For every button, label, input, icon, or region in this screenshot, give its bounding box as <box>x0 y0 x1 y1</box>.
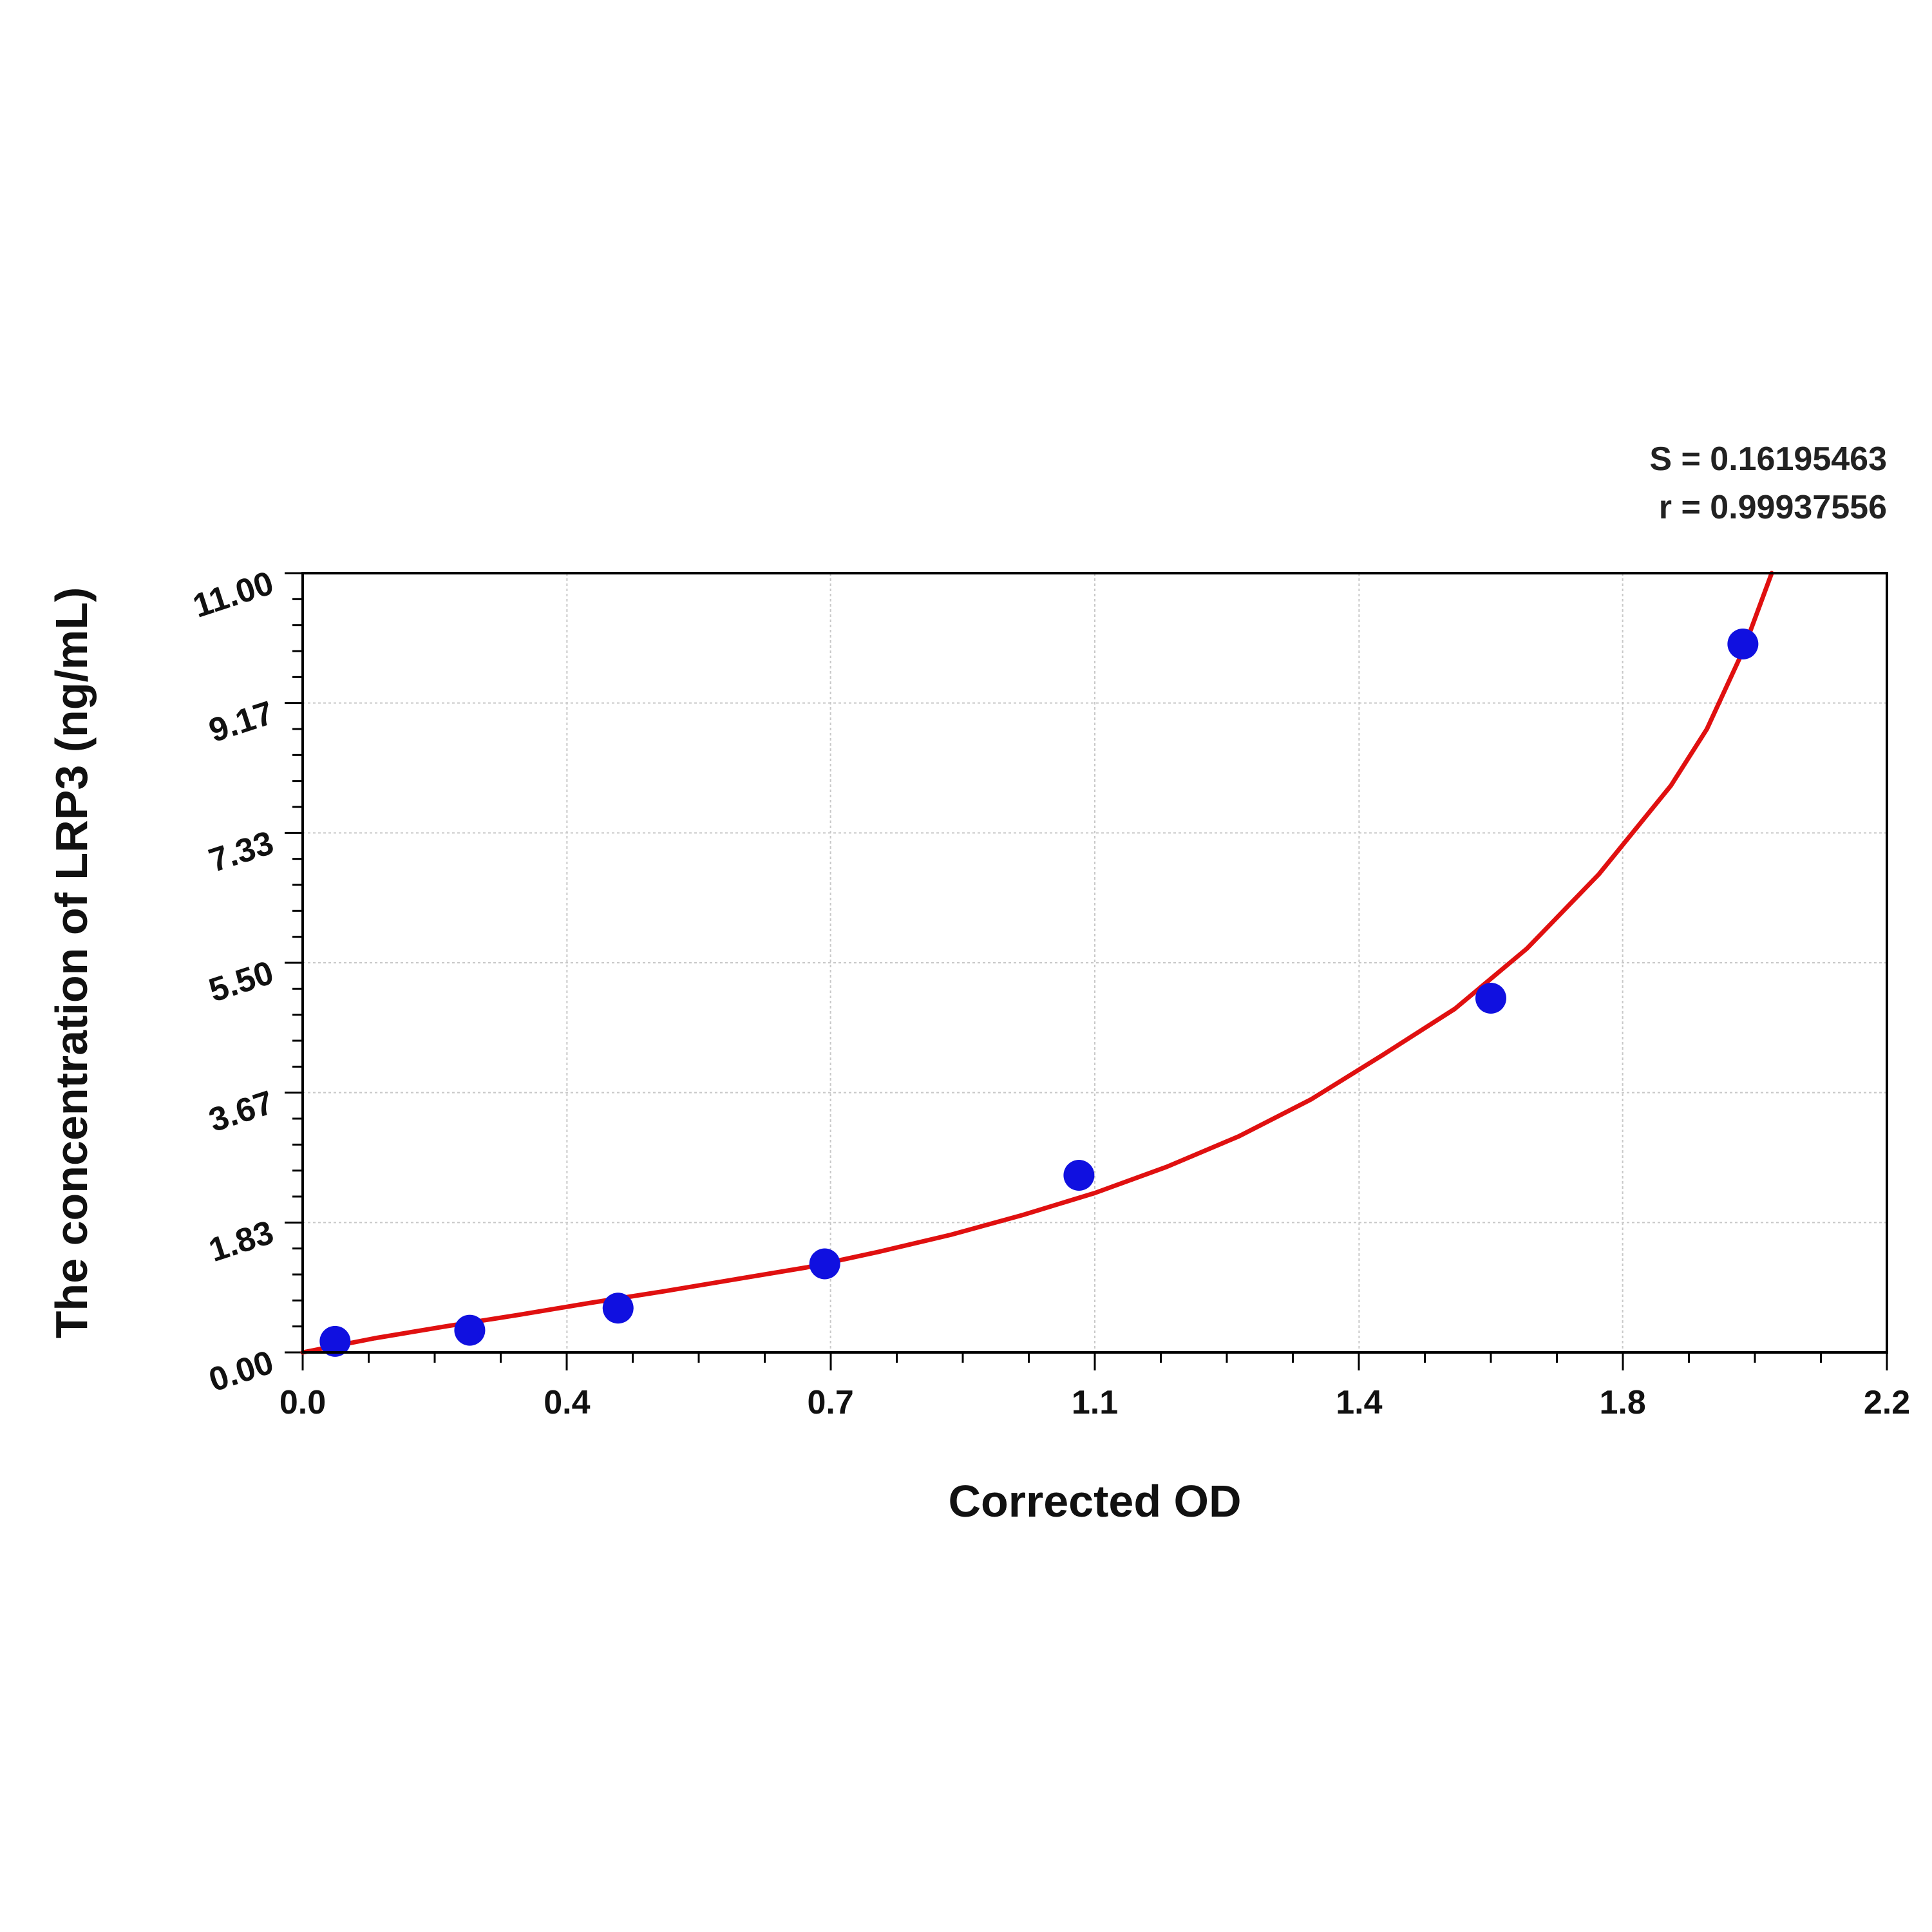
data-point <box>319 1325 351 1357</box>
plot-frame <box>301 572 1888 1354</box>
y-tick-label: 7.33 <box>205 824 278 880</box>
stats-s: S = 0.16195463 <box>1649 440 1887 478</box>
grid <box>303 573 1887 1352</box>
x-tick-label: 0.7 <box>807 1384 853 1421</box>
data-point <box>602 1293 634 1324</box>
data-points <box>319 629 1759 1357</box>
x-tick-label: 1.4 <box>1336 1384 1382 1421</box>
y-tick-label: 9.17 <box>205 694 278 750</box>
data-point <box>1063 1160 1095 1191</box>
y-axis-ticks: 0.00 1.83 3.67 5.50 7.33 9.17 11.00 <box>189 564 278 1399</box>
data-point <box>809 1248 840 1280</box>
x-tick-label: 2.2 <box>1864 1384 1910 1421</box>
stats-r: r = 0.99937556 <box>1659 489 1887 526</box>
x-tick-label: 0.4 <box>544 1384 590 1421</box>
x-tick-label: 1.1 <box>1072 1384 1118 1421</box>
fitted-curve <box>300 571 1774 1355</box>
data-point <box>1475 983 1506 1014</box>
y-axis-title: The concentration of LRP3 (ng/mL) <box>46 587 97 1339</box>
x-tick-label: 1.8 <box>1599 1384 1645 1421</box>
y-tick-label: 0.00 <box>205 1343 278 1399</box>
data-point <box>1727 629 1759 659</box>
y-tick-label: 3.67 <box>205 1084 278 1139</box>
y-tick-label: 1.83 <box>205 1214 278 1269</box>
minor-ticks <box>285 572 1888 1370</box>
y-tick-label: 5.50 <box>205 954 278 1009</box>
x-axis-ticks: 0.0 0.4 0.7 1.1 1.4 1.8 2.2 <box>279 1384 1910 1421</box>
x-axis-title: Corrected OD <box>948 1476 1241 1526</box>
y-tick-label: 11.00 <box>189 564 278 625</box>
x-tick-label: 0.0 <box>279 1384 326 1421</box>
data-point <box>454 1314 486 1346</box>
